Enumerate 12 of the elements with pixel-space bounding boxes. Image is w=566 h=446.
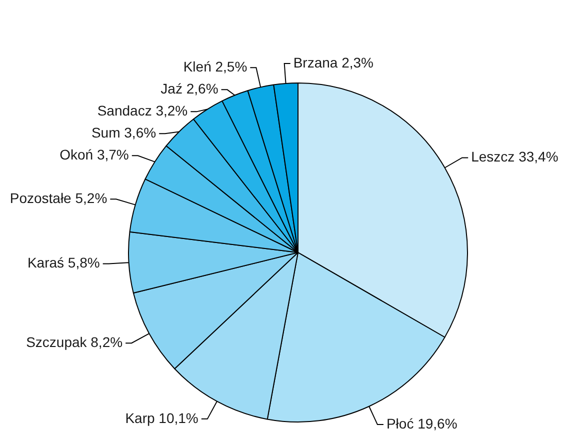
slice-label: Karaś 5,8%	[27, 254, 100, 271]
slice-label: Sandacz 3,2%	[97, 102, 188, 119]
slice-label: Jaź 2,6%	[160, 80, 218, 97]
slice-label: Brzana 2,3%	[293, 54, 374, 70]
slice-label: Okoń 3,7%	[60, 146, 129, 163]
slice-label: Karp 10,1%	[125, 410, 198, 426]
slice-label: Leszcz 33,4%	[471, 148, 558, 165]
slice-label: Sum 3,6%	[91, 124, 156, 141]
slice-label: Pozostałe 5,2%	[10, 190, 108, 206]
slice-label: Kleń 2,5%	[183, 58, 248, 75]
slice-label: Szczupak 8,2%	[26, 334, 123, 350]
slice-label: Płoć 19,6%	[386, 415, 458, 432]
